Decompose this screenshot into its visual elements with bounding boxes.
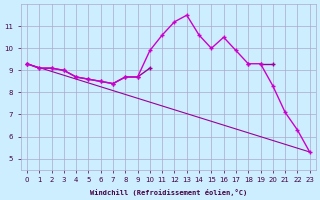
- X-axis label: Windchill (Refroidissement éolien,°C): Windchill (Refroidissement éolien,°C): [90, 189, 247, 196]
